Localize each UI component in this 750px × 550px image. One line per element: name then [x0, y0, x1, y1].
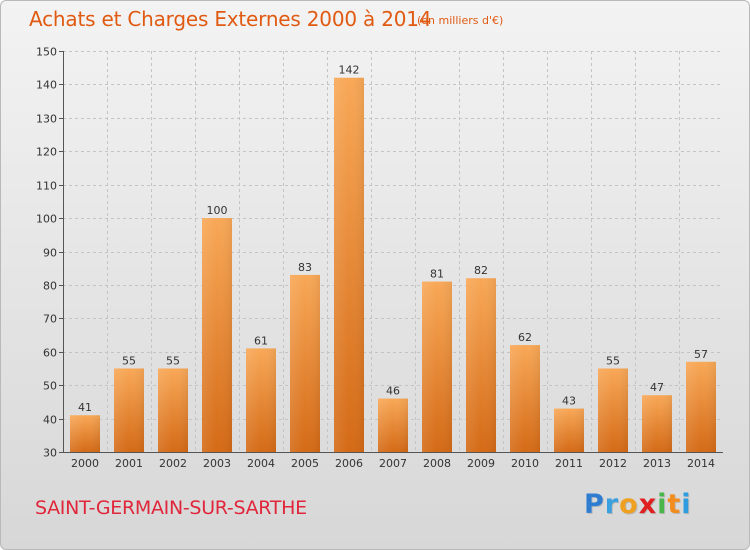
- logo-letter: t: [667, 489, 682, 520]
- x-tick-label: 2005: [291, 457, 319, 470]
- x-tick-label: 2011: [555, 457, 583, 470]
- y-tick-label: 150: [36, 46, 57, 59]
- data-label: 83: [298, 261, 312, 274]
- chart-title: Achats et Charges Externes 2000 à 2014: [29, 7, 432, 31]
- x-tick-label: 2012: [599, 457, 627, 470]
- bar-shine-2012: [598, 368, 628, 452]
- data-label: 55: [122, 354, 136, 367]
- axes: 30 40 50 60 70 80 90 100 110 120 130 140 150 2000 2001…: [36, 46, 723, 470]
- bar-shine-2011: [554, 408, 584, 452]
- chart-subtitle: (en milliers d'€): [417, 14, 504, 27]
- data-label: 61: [254, 334, 268, 347]
- x-tick-label: 2004: [247, 457, 275, 470]
- bar-shine-2001: [114, 368, 144, 452]
- y-tick-label: 140: [36, 79, 57, 92]
- bar-shine-2008: [422, 281, 452, 452]
- logo-letter: i: [657, 489, 668, 520]
- logo-letter: i: [681, 489, 692, 520]
- x-tick-label: 2003: [203, 457, 231, 470]
- x-tick-label: 2008: [423, 457, 451, 470]
- data-label: 62: [518, 331, 532, 344]
- bar-shine-2000: [70, 415, 100, 452]
- y-tick-label: 60: [43, 347, 57, 360]
- x-tick-label: 2002: [159, 457, 187, 470]
- y-tick-label: 70: [43, 313, 57, 326]
- data-label: 47: [650, 381, 664, 394]
- x-tick-label: 2014: [687, 457, 715, 470]
- y-tick-label: 90: [43, 247, 57, 260]
- bars: [70, 77, 716, 452]
- bar-shine-2006: [334, 77, 364, 452]
- data-label: 55: [606, 354, 620, 367]
- bar-shine-2007: [378, 398, 408, 452]
- logo-letter: r: [604, 489, 620, 520]
- bar-shine-2014: [686, 361, 716, 452]
- y-tick-label: 130: [36, 113, 57, 126]
- y-tick-label: 100: [36, 213, 57, 226]
- x-tick-label: 2006: [335, 457, 363, 470]
- data-label: 55: [166, 354, 180, 367]
- proxiti-logo: Proxiti: [584, 489, 692, 520]
- data-label: 46: [386, 385, 400, 398]
- x-tick-label: 2007: [379, 457, 407, 470]
- data-labels: 41 55 55 100 61 83 142 46 81 82 62 43 55 47 57: [78, 64, 708, 415]
- logo-letter: x: [638, 489, 658, 520]
- data-label: 142: [339, 64, 360, 77]
- y-tick-label: 120: [36, 146, 57, 159]
- bar-shine-2013: [642, 395, 672, 452]
- bar-shine-2003: [202, 218, 232, 452]
- y-tick-label: 50: [43, 380, 57, 393]
- x-tick-label: 2001: [115, 457, 143, 470]
- bar-shine-2004: [246, 348, 276, 452]
- x-tick-label: 2000: [71, 457, 99, 470]
- bar-shine-2002: [158, 368, 188, 452]
- y-tick-label: 30: [43, 447, 57, 460]
- bar-shine-2010: [510, 345, 540, 452]
- data-label: 100: [207, 204, 228, 217]
- logo-letter: P: [584, 489, 605, 520]
- y-tick-label: 110: [36, 180, 57, 193]
- y-tick-label: 40: [43, 414, 57, 427]
- data-label: 82: [474, 264, 488, 277]
- data-label: 41: [78, 401, 92, 414]
- y-tick-label: 80: [43, 280, 57, 293]
- bar-shine-2005: [290, 274, 320, 452]
- data-label: 43: [562, 395, 576, 408]
- logo-letter: o: [619, 489, 639, 520]
- bar-shine-2009: [466, 278, 496, 452]
- x-tick-label: 2010: [511, 457, 539, 470]
- data-label: 57: [694, 348, 708, 361]
- data-label: 81: [430, 268, 444, 281]
- x-tick-label: 2009: [467, 457, 495, 470]
- x-tick-label: 2013: [643, 457, 671, 470]
- commune-name: SAINT-GERMAIN-SUR-SARTHE: [35, 497, 307, 519]
